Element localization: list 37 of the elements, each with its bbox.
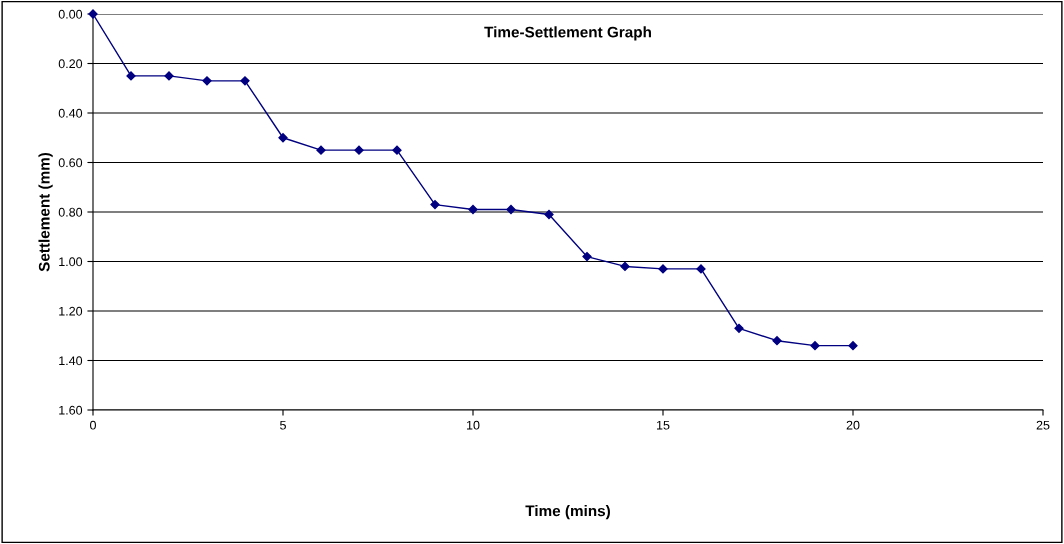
point bbox=[620, 261, 630, 272]
y-tick-label: 0.00 bbox=[58, 9, 83, 19]
text: Time-Settlement Graph bbox=[484, 26, 651, 41]
y-tick-label: 0.40 bbox=[58, 108, 83, 118]
x-tick-label: 5 bbox=[280, 420, 286, 430]
point bbox=[468, 204, 478, 215]
y-axis-title: Settlement (mm) bbox=[38, 152, 53, 272]
y-tick-label: 1.20 bbox=[59, 306, 83, 316]
point bbox=[430, 199, 440, 210]
x-tick-label: 20 bbox=[846, 420, 860, 430]
point bbox=[354, 145, 364, 155]
x-tick-label: 0 bbox=[90, 420, 96, 430]
point bbox=[658, 264, 668, 274]
point bbox=[316, 145, 326, 155]
x-tick-label: 25 bbox=[1036, 420, 1050, 430]
point bbox=[392, 145, 402, 155]
point bbox=[544, 209, 554, 220]
point bbox=[582, 251, 592, 262]
point bbox=[506, 204, 516, 215]
x-axis-title: Time (mins) bbox=[525, 505, 610, 520]
y-tick-label: 0.20 bbox=[58, 59, 83, 69]
y-tick-label: 1.60 bbox=[59, 405, 83, 415]
y-tick-label: 0.80 bbox=[58, 207, 83, 217]
point bbox=[240, 76, 250, 86]
point bbox=[202, 76, 212, 86]
point bbox=[278, 133, 288, 143]
point bbox=[164, 71, 174, 81]
point bbox=[810, 341, 820, 351]
y-tick-label: 0.60 bbox=[58, 158, 83, 168]
y-tick-label: 1.40 bbox=[59, 356, 83, 366]
y-tick-label: 1.00 bbox=[59, 257, 83, 267]
x-tick-label: 15 bbox=[657, 420, 670, 430]
point bbox=[848, 341, 858, 351]
point bbox=[126, 71, 136, 81]
point bbox=[734, 323, 744, 333]
x-tick-label: 10 bbox=[467, 420, 480, 430]
point bbox=[772, 336, 782, 346]
